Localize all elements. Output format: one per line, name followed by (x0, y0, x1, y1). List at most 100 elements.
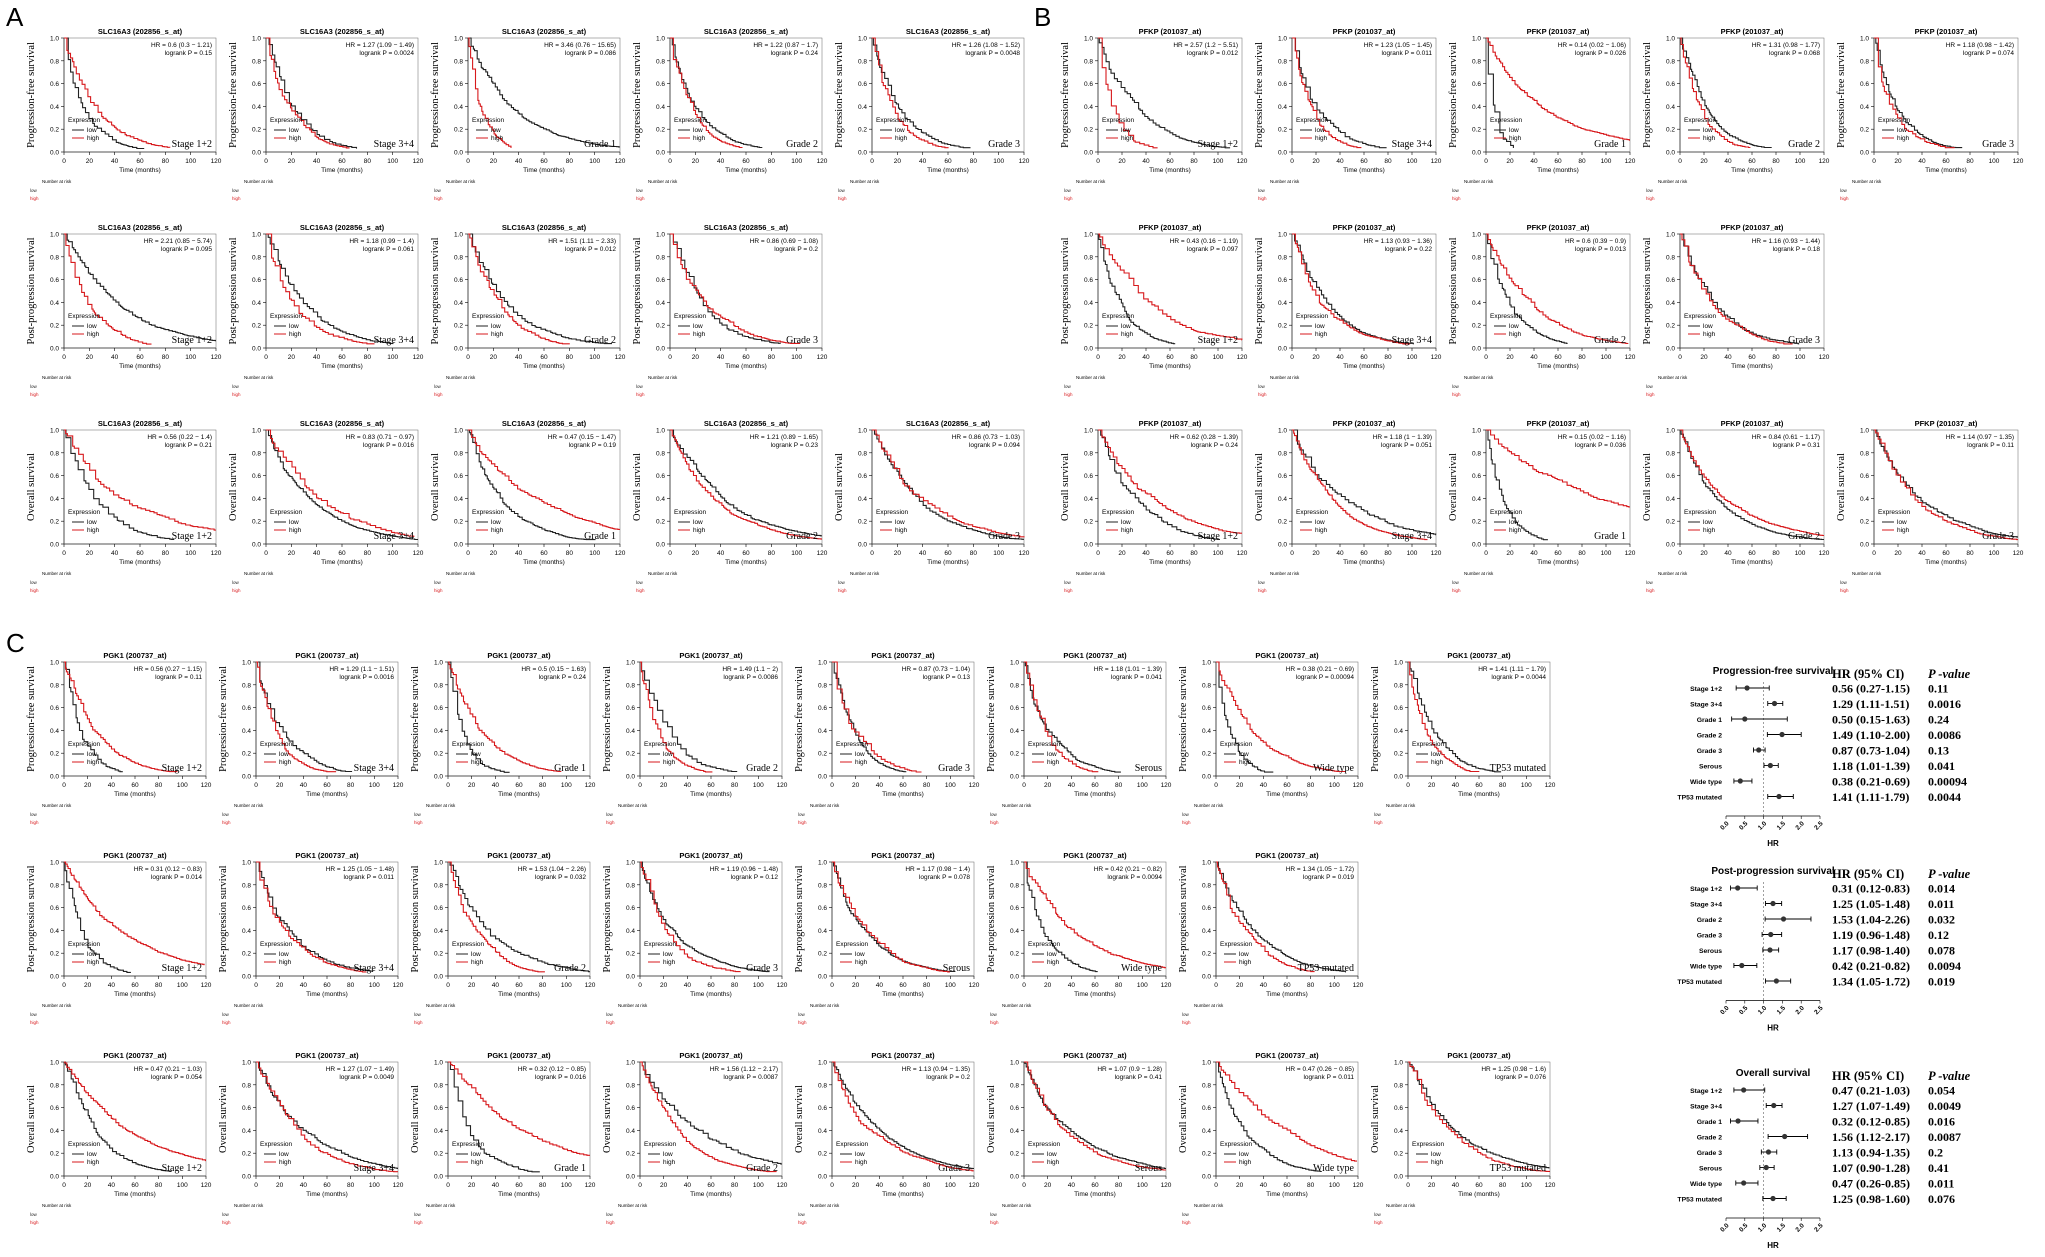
survival-curve-low (448, 1061, 540, 1173)
x-tick-label: 20 (1506, 550, 1514, 557)
at-risk-row-label-low: low (1840, 188, 1848, 193)
at-risk-row-label-high: high (1646, 196, 1655, 201)
y-tick-label: 0.0 (1010, 974, 1019, 981)
at-risk-row-label-high: high (838, 588, 847, 593)
x-tick-label: 60 (944, 158, 952, 165)
x-tick-label: 60 (1748, 354, 1756, 361)
logrank-p-text: logrank P = 0.0048 (965, 50, 1020, 57)
hazard-ratio-text: HR = 0.32 (0.12 − 0.85) (518, 1066, 586, 1073)
x-tick-label: 80 (155, 982, 163, 989)
km-plot-a-os-10: SLC16A3 (202856_s_at) Overall survival 0.0… (226, 418, 424, 610)
y-tick-label: 0.2 (1010, 951, 1019, 958)
subgroup-label: Stage 3+4 (354, 963, 394, 974)
x-tick-label: 2.0 (1794, 1222, 1806, 1234)
y-tick-label: 1.0 (1472, 36, 1481, 43)
at-risk-row-label-high: high (1258, 588, 1267, 593)
x-axis-label: Time (months) (725, 559, 767, 566)
x-axis-label: Time (months) (114, 1191, 156, 1198)
km-plot-a-pps-6: SLC16A3 (202856_s_at) Post-progression su… (226, 222, 424, 414)
legend-title: Expression (1490, 313, 1523, 320)
legend-label-low: low (491, 323, 501, 330)
x-tick-label: 100 (993, 550, 1004, 557)
y-axis-label: Progression-free survival (26, 666, 37, 772)
y-tick-label: 0.4 (1472, 300, 1481, 307)
y-tick-label: 0.8 (1010, 682, 1019, 689)
hr-ci-text: 0.87 (0.73-1.04) (1832, 744, 1910, 758)
at-risk-row-label-high: high (990, 820, 999, 825)
hazard-ratio-text: HR = 1.13 (0.93 − 1.36) (1364, 238, 1432, 245)
at-risk-row-label-low: low (606, 1212, 614, 1217)
x-tick-label: 60 (1091, 982, 1099, 989)
x-tick-label: 20 (1894, 158, 1902, 165)
x-tick-label: 120 (201, 982, 212, 989)
x-axis-label: Time (months) (1343, 363, 1385, 370)
y-tick-label: 0.8 (434, 1082, 443, 1089)
y-tick-label: 0.0 (50, 346, 59, 353)
km-svg: PGK1 (200737_at)Overall survival0.00.20.… (218, 1051, 404, 1225)
at-risk-title: Number at risk (1658, 179, 1688, 184)
x-axis-label: Time (months) (1731, 363, 1773, 370)
subgroup-label: TP53 mutated (1490, 763, 1546, 774)
x-axis-label: Time (months) (690, 791, 732, 798)
subgroup-label: Grade 3 (1788, 335, 1820, 346)
subgroup-label: Stage 3+4 (1392, 531, 1432, 542)
x-tick-label: 2.5 (1813, 820, 1825, 832)
x-axis-label: Time (months) (725, 167, 767, 174)
y-tick-label: 1.0 (1472, 428, 1481, 435)
at-risk-row-label-high: high (636, 588, 645, 593)
survival-curve-low (1024, 861, 1098, 973)
x-axis-label: Time (months) (1925, 559, 1967, 566)
y-tick-label: 1.0 (454, 232, 463, 239)
legend-title: Expression (1102, 313, 1135, 320)
y-tick-label: 0.2 (858, 127, 867, 134)
y-tick-label: 0.0 (1666, 346, 1675, 353)
at-risk-row-label-low: low (798, 812, 806, 817)
km-svg: PGK1 (200737_at)Progression-free surviva… (26, 651, 212, 825)
at-risk-row-label-low: low (838, 188, 846, 193)
y-tick-label: 0.8 (656, 58, 665, 65)
legend-label-low: low (1239, 1151, 1249, 1158)
x-tick-label: 40 (492, 1182, 500, 1189)
y-tick-label: 0.4 (626, 1128, 635, 1135)
at-risk-row-label-high: high (434, 196, 443, 201)
hr-ci-text: 0.56 (0.27-1.15) (1832, 682, 1910, 696)
legend-label-low: low (1509, 519, 1519, 526)
x-tick-label: 100 (589, 550, 600, 557)
at-risk-row-label-high: high (606, 1020, 615, 1025)
logrank-p-text: logrank P = 0.24 (1191, 442, 1239, 449)
y-tick-label: 0.8 (656, 450, 665, 457)
x-tick-label: 100 (1601, 354, 1612, 361)
subgroup-label: Stage 1+2 (1198, 139, 1238, 150)
x-tick-label: 20 (852, 1182, 860, 1189)
x-tick-label: 80 (1307, 982, 1315, 989)
hazard-ratio-text: HR = 2.57 (1.2 − 5.51) (1173, 42, 1238, 49)
survival-curve-low (640, 661, 738, 773)
y-tick-label: 0.2 (1860, 127, 1869, 134)
at-risk-row-label-low: low (30, 580, 38, 585)
plot-title: PGK1 (200737_at) (103, 851, 167, 860)
hazard-ratio-point (1735, 1118, 1741, 1124)
at-risk-row-label-high: high (30, 820, 39, 825)
survival-curve-high (1098, 429, 1242, 534)
km-svg: PGK1 (200737_at)Overall survival0.00.20.… (986, 1051, 1172, 1225)
y-tick-label: 0.6 (1010, 705, 1019, 712)
y-tick-label: 0.6 (50, 1105, 59, 1112)
legend-label-low: low (491, 519, 501, 526)
y-tick-label: 0.8 (626, 882, 635, 889)
plot-title: PGK1 (200737_at) (1255, 1051, 1319, 1060)
km-svg: PGK1 (200737_at)Overall survival0.00.20.… (602, 1051, 788, 1225)
at-risk-row-label-high: high (1182, 1020, 1191, 1025)
x-tick-label: 20 (468, 1182, 476, 1189)
x-tick-label: 60 (742, 158, 750, 165)
x-tick-label: 60 (742, 354, 750, 361)
x-tick-label: 20 (852, 782, 860, 789)
km-plot-a-os-13: SLC16A3 (202856_s_at) Overall survival 0.0… (832, 418, 1030, 610)
plot-title: PGK1 (200737_at) (295, 651, 359, 660)
x-tick-label: 0 (446, 982, 450, 989)
hazard-ratio-text: HR = 1.53 (1.04 − 2.26) (518, 866, 586, 873)
at-risk-row-label-low: low (414, 1212, 422, 1217)
at-risk-title: Number at risk (42, 571, 72, 576)
legend-label-low: low (895, 519, 905, 526)
at-risk-row-label-low: low (1064, 384, 1072, 389)
